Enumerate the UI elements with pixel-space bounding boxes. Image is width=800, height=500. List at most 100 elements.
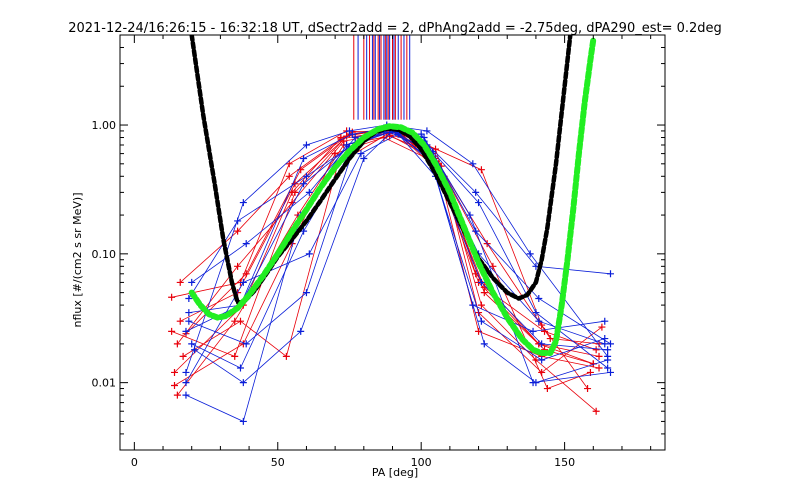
data-point [297,327,305,335]
data-point [584,385,592,393]
data-point [607,340,614,348]
data-point [239,379,247,387]
data-point [305,250,313,258]
data-point [302,289,310,297]
x-tick-label: 50 [271,456,285,469]
data-point [601,317,609,325]
data-point [182,368,190,376]
data-point [239,278,247,286]
x-tick-label: 0 [131,456,138,469]
data-point [171,382,178,390]
data-point [541,327,549,335]
data-point [546,335,554,343]
data-point [466,211,474,219]
data-point [291,188,299,196]
data-point [300,154,308,162]
data-point [179,352,187,360]
data-point [168,293,176,301]
data-point [182,327,190,335]
data-point [607,368,614,376]
data-point [234,227,242,235]
data-series [182,130,612,387]
data-point [302,172,310,180]
green-fit-curve [188,36,597,356]
data-series [182,128,612,372]
data-point [171,368,178,376]
y-axis-label: nflux [#/(cm2 s sr MeV)] [71,193,84,328]
data-series [173,129,600,354]
data-point [607,270,614,278]
data-point [592,407,600,415]
data-point [360,154,368,162]
x-tick-label: 100 [411,456,432,469]
data-point [526,250,534,258]
data-point [477,278,485,286]
data-point [239,417,247,425]
data-series [182,121,612,376]
series-line [185,131,611,422]
series-line [180,130,594,365]
data-point [477,166,485,174]
data-point [538,340,546,348]
data-point [535,317,543,325]
series-line [174,127,600,373]
data-point [285,172,293,180]
data-point [168,327,176,335]
y-tick-label: 0.10 [92,248,117,261]
data-series [173,132,594,399]
data-point [538,356,546,364]
data-point [188,278,196,286]
series-line [185,129,597,412]
data-point [472,188,480,196]
plot-area [168,35,614,425]
data-point [236,364,244,372]
data-point [176,278,184,286]
data-point [598,323,606,331]
data-point [604,364,612,372]
axes: 0 50 100 150 0.01 0.10 1.00 [92,34,665,469]
data-point [595,352,603,360]
data-point [477,301,485,309]
series-line [177,135,591,396]
series-line [191,129,605,345]
series-line [177,133,597,351]
data-point [469,160,477,168]
data-point [357,150,365,158]
data-point [305,188,313,196]
data-series [182,128,614,425]
data-point [489,262,497,270]
data-point [532,309,540,317]
y-tick-label: 0.01 [92,377,117,390]
data-point [538,321,546,329]
data-point [532,379,540,387]
data-point [535,295,543,303]
data-point [234,217,242,225]
data-point [529,327,537,335]
data-point [234,262,242,270]
data-point [182,379,190,387]
data-point [282,352,290,360]
series-line [171,130,603,373]
data-point [604,346,612,354]
data-point [185,295,193,303]
x-axis-label: PA [deg] [372,466,418,479]
data-point [239,199,247,207]
data-point [242,240,250,248]
data-point [420,134,428,142]
chart-title: 2021-12-24/16:26:15 - 16:32:18 UT, dSect… [68,21,722,36]
data-point [423,127,431,135]
data-point [236,317,244,325]
data-point [543,385,551,393]
data-series [168,124,603,372]
data-point [285,160,293,168]
data-point [176,317,184,325]
data-point [604,356,612,364]
data-point [472,227,480,235]
data-point [475,199,483,207]
data-point [242,270,250,278]
data-point [173,340,181,348]
data-series [185,123,614,348]
data-point [182,391,190,399]
data-point [173,391,181,399]
